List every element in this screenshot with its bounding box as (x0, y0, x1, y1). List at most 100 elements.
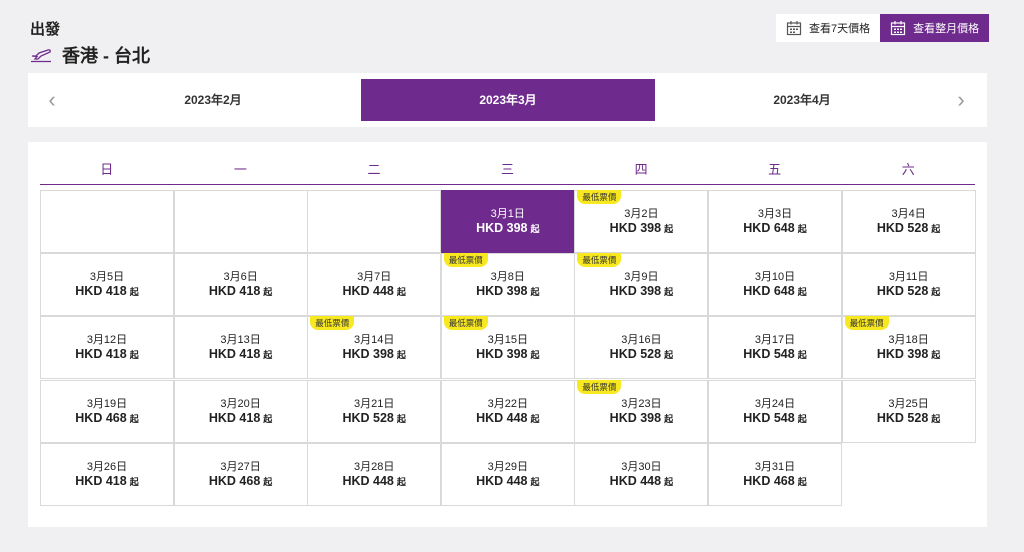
price-value: HKD 528 (876, 410, 929, 425)
day-cell[interactable]: 3月30日 HKD 448 起 (574, 442, 709, 506)
day-date: 3月14日 (354, 334, 395, 347)
next-month-chevron-right-icon[interactable]: › (957, 87, 965, 112)
day-cell[interactable]: 最低票價 3月9日 HKD 398 起 (574, 253, 709, 317)
weekday-header: 日 一 二 三 四 五 六 (40, 156, 975, 185)
day-cell[interactable]: 3月13日 HKD 418 起 (173, 316, 308, 380)
price-value: HKD 448 (342, 473, 394, 488)
day-cell[interactable]: 最低票價 3月14日 HKD 398 起 (307, 316, 442, 380)
day-cell[interactable]: 3月3日 HKD 648 起 (708, 190, 842, 253)
day-date: 3月15日 (487, 334, 528, 347)
price-value: HKD 398 (476, 221, 528, 235)
day-cell[interactable]: 3月10日 HKD 648 起 (708, 253, 842, 317)
day-date: 3月11日 (888, 271, 929, 284)
day-cell[interactable]: 3月12日 HKD 418 起 (40, 316, 174, 380)
price-value: HKD 398 (876, 347, 929, 362)
day-date: 3月19日 (86, 397, 128, 410)
day-cell[interactable]: 3月6日 HKD 418 起 (173, 253, 308, 317)
price-from-suffix: 起 (530, 413, 540, 424)
day-date: 3月29日 (487, 460, 528, 473)
view-month-button[interactable]: 查看整月價格 (880, 14, 990, 42)
day-price: HKD 528 起 (575, 347, 707, 361)
price-from-suffix: 起 (931, 413, 941, 424)
price-value: HKD 448 (476, 473, 528, 488)
price-from-suffix: 起 (396, 350, 406, 361)
day-date: 3月13日 (220, 334, 261, 347)
price-value: HKD 398 (609, 410, 662, 425)
day-price: HKD 528 起 (843, 411, 975, 425)
price-value: HKD 418 (75, 473, 127, 488)
lowest-fare-badge: 最低票價 (844, 316, 889, 331)
day-cell[interactable]: 3月22日 HKD 448 起 (440, 379, 575, 443)
day-cell[interactable]: 3月20日 HKD 418 起 (173, 379, 308, 443)
price-from-suffix: 起 (664, 224, 674, 234)
prev-month-chevron-left-icon[interactable]: ‹ (48, 87, 56, 112)
day-cell[interactable]: 3月4日 HKD 528 起 (841, 190, 976, 253)
day-price: HKD 468 起 (175, 474, 307, 488)
day-cell[interactable]: 最低票價 3月23日 HKD 398 起 (574, 379, 709, 443)
route-text: 香港 - 台北 (62, 46, 150, 66)
day-date: 3月28日 (354, 460, 395, 473)
day-cell[interactable]: 3月26日 HKD 418 起 (40, 442, 174, 506)
price-from-suffix: 起 (931, 224, 941, 234)
price-from-suffix: 起 (530, 476, 540, 487)
weekday-mon: 一 (233, 162, 247, 177)
day-cell[interactable]: 3月1日 HKD 398 起 (440, 190, 575, 253)
day-cell[interactable]: 最低票價 3月2日 HKD 398 起 (574, 190, 709, 253)
day-date: 3月26日 (86, 460, 128, 473)
price-value: HKD 398 (609, 221, 662, 235)
day-cell[interactable]: 3月5日 HKD 418 起 (40, 253, 174, 317)
day-date: 3月22日 (487, 397, 528, 410)
price-from-suffix: 起 (129, 287, 139, 298)
lowest-fare-badge: 最低票價 (443, 253, 488, 268)
price-from-suffix: 起 (396, 413, 406, 424)
price-value: HKD 528 (876, 284, 929, 299)
day-price: HKD 448 起 (575, 474, 707, 488)
price-value: HKD 528 (342, 410, 394, 425)
price-from-suffix: 起 (664, 350, 674, 361)
price-from-suffix: 起 (530, 224, 540, 234)
month-tab-feb[interactable]: 2023年2月 (184, 93, 242, 107)
day-cell[interactable]: 3月16日 HKD 528 起 (574, 316, 709, 380)
price-from-suffix: 起 (931, 287, 941, 298)
day-cell[interactable]: 3月7日 HKD 448 起 (307, 253, 442, 317)
price-from-suffix: 起 (797, 224, 807, 234)
lowest-fare-badge: 最低票價 (443, 316, 488, 331)
price-value: HKD 648 (743, 221, 795, 235)
month-tab-mar[interactable]: 2023年3月 (361, 79, 655, 121)
day-cell[interactable]: 3月29日 HKD 448 起 (440, 442, 575, 506)
day-price: HKD 418 起 (175, 347, 307, 361)
day-cell[interactable]: 最低票價 3月18日 HKD 398 起 (841, 316, 976, 380)
day-cell[interactable]: 3月28日 HKD 448 起 (307, 442, 442, 506)
price-value: HKD 548 (743, 347, 795, 362)
day-cell[interactable]: 3月31日 HKD 468 起 (708, 442, 842, 506)
day-cell[interactable]: 3月25日 HKD 528 起 (841, 379, 976, 443)
month-selector: ‹ 2023年2月 2023年3月 2023年4月 › (28, 73, 987, 127)
day-date: 3月17日 (754, 334, 796, 347)
day-cell[interactable]: 3月11日 HKD 528 起 (841, 253, 976, 317)
price-from-suffix: 起 (263, 476, 273, 487)
day-cell[interactable]: 3月21日 HKD 528 起 (307, 379, 442, 443)
price-from-suffix: 起 (530, 287, 540, 298)
day-date: 3月6日 (223, 271, 258, 284)
day-price: HKD 548 起 (709, 347, 841, 361)
price-value: HKD 398 (609, 284, 662, 299)
day-price: HKD 468 起 (41, 411, 173, 425)
view-week-button[interactable]: 查看7天價格 (776, 14, 880, 42)
month-tab-apr[interactable]: 2023年4月 (773, 93, 831, 107)
day-cell[interactable]: 3月27日 HKD 468 起 (173, 442, 308, 506)
price-value: HKD 398 (342, 347, 394, 362)
route-row: 香港 - 台北 (30, 42, 150, 68)
day-cell[interactable]: 3月19日 HKD 468 起 (40, 379, 174, 443)
day-cell[interactable]: 最低票價 3月8日 HKD 398 起 (440, 253, 575, 317)
day-cell[interactable]: 3月24日 HKD 548 起 (708, 379, 842, 443)
calendar-month-icon (891, 21, 906, 36)
day-price: HKD 448 起 (442, 474, 574, 488)
day-cell[interactable]: 3月17日 HKD 548 起 (708, 316, 842, 380)
weekday-thu: 四 (634, 162, 648, 177)
calendar-icon (786, 21, 802, 36)
day-date: 3月30日 (621, 460, 662, 473)
day-date: 3月20日 (220, 397, 261, 410)
day-cell[interactable]: 最低票價 3月15日 HKD 398 起 (440, 316, 575, 380)
weekday-fri: 五 (768, 162, 782, 177)
day-price: HKD 448 起 (442, 411, 574, 425)
